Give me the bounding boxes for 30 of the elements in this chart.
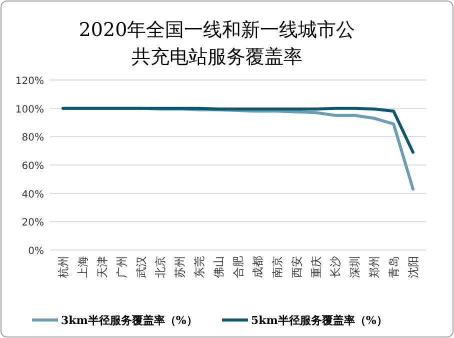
x-tick-label: 东莞	[193, 256, 206, 278]
legend-label: 3km半径服务覆盖率（%）	[61, 314, 198, 327]
y-tick-label: 100%	[15, 104, 44, 116]
chart-title: 2020年全国一线和新一线城市公共充电站服务覆盖率	[78, 19, 356, 68]
x-tick-label: 长沙	[329, 256, 342, 278]
x-tick-label: 苏州	[174, 256, 187, 278]
x-tick-label: 佛山	[212, 256, 226, 278]
x-tick-label: 合肥	[232, 256, 245, 278]
y-tick-label: 60%	[22, 161, 44, 172]
x-tick-label: 西安	[290, 256, 304, 278]
y-tick-label: 40%	[22, 189, 44, 200]
x-tick-label: 青岛	[388, 256, 401, 278]
y-tick-label: 120%	[15, 76, 44, 87]
x-tick-label: 杭州	[57, 256, 70, 279]
y-tick-label: 20%	[22, 218, 44, 229]
x-tick-label: 北京	[154, 256, 168, 278]
x-tick-label: 重庆	[310, 256, 323, 278]
legend-label: 5km半径服务覆盖率（%）	[251, 314, 388, 327]
x-tick-label: 上海	[76, 256, 90, 278]
y-tick-label: 0%	[28, 246, 44, 257]
x-tick-label: 南京	[270, 256, 284, 278]
x-tick-label: 广州	[115, 256, 128, 278]
line-series	[62, 106, 414, 154]
y-tick-label: 80%	[22, 132, 44, 144]
x-tick-label: 天津	[96, 256, 109, 278]
x-tick-label: 深圳	[348, 256, 362, 278]
x-tick-label: 武汉	[134, 256, 148, 278]
x-tick-label: 沈阳	[407, 256, 420, 278]
x-tick-label: 郑州	[368, 256, 382, 278]
x-tick-label: 成都	[251, 256, 264, 278]
